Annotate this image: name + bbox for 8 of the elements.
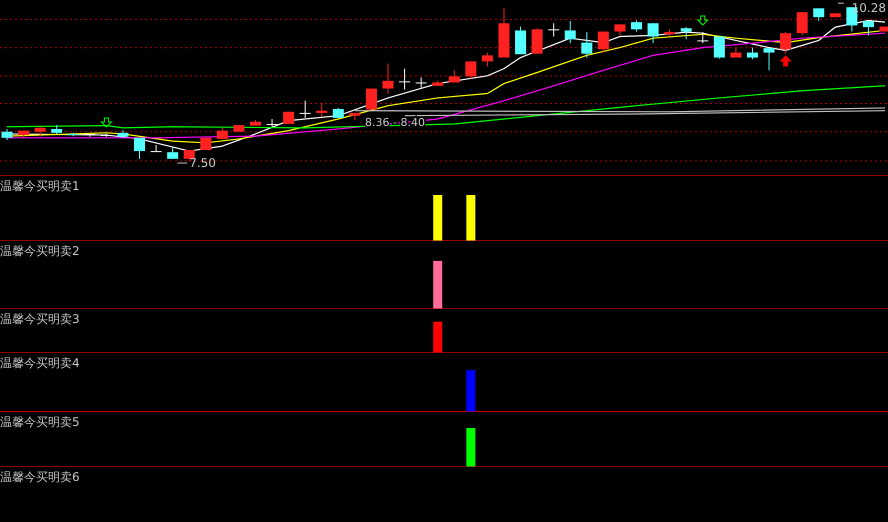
chart-title: 温馨今买明卖2 bbox=[0, 244, 80, 258]
text: 温馨今买明卖6 bbox=[0, 470, 80, 484]
chart-title: 温馨今买明卖5 bbox=[0, 415, 80, 429]
chart-title: 温馨今买明卖1 bbox=[0, 179, 80, 193]
chart-title: 温馨今买明卖3 bbox=[0, 312, 80, 326]
annotation: 10.28 bbox=[852, 1, 886, 16]
chart-title: 温馨今买明卖4 bbox=[0, 356, 80, 370]
annotation: 7.50 bbox=[189, 156, 216, 170]
